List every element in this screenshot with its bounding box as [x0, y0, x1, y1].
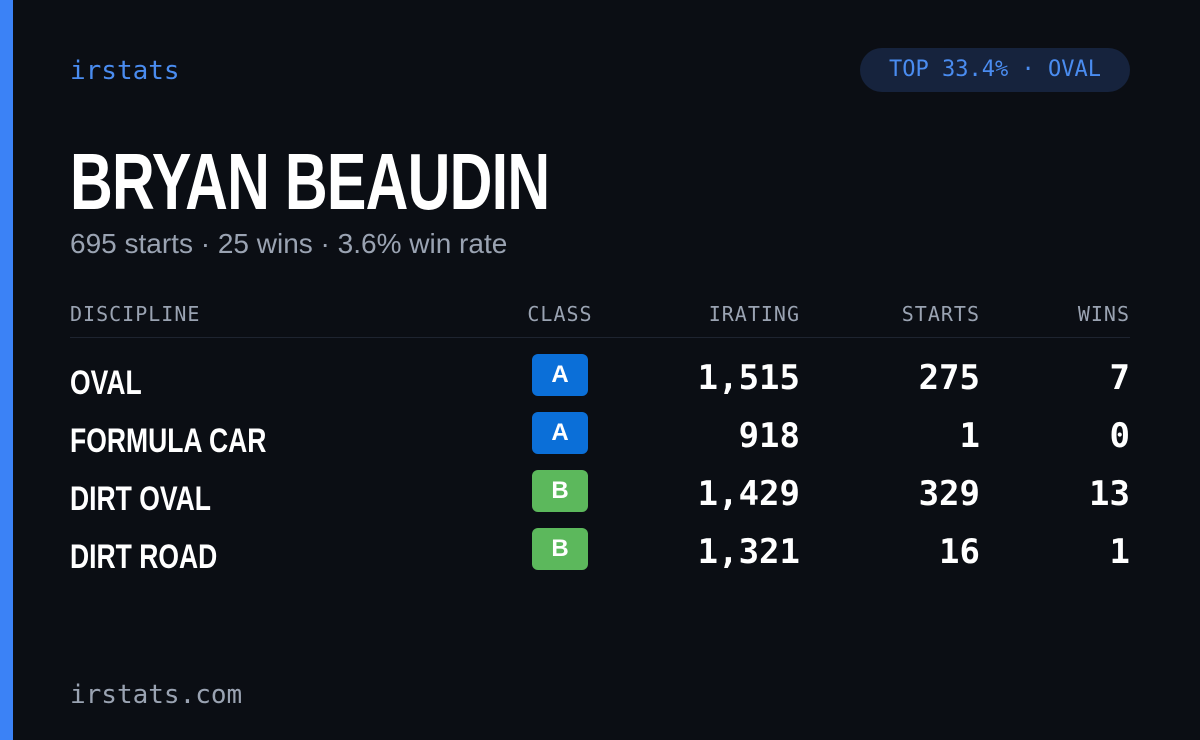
starts: 275	[918, 358, 980, 398]
footer-url: irstats.com	[70, 680, 243, 710]
driver-summary: 695 starts · 25 wins · 3.6% win rate	[70, 228, 508, 259]
starts: 329	[918, 474, 980, 514]
wins: 1	[1109, 532, 1130, 572]
column-header: DISCIPLINE	[70, 302, 201, 326]
discipline: OVAL	[70, 364, 142, 402]
class-badge: A	[532, 412, 588, 454]
column-header: STARTS	[901, 302, 980, 326]
wins: 13	[1089, 474, 1130, 514]
wins: 7	[1109, 358, 1130, 398]
starts: 16	[939, 532, 980, 572]
column-header: CLASS	[527, 302, 593, 326]
discipline: FORMULA CAR	[70, 422, 267, 460]
accent-strip	[0, 0, 13, 740]
wins: 0	[1109, 416, 1130, 456]
header-rule	[70, 337, 1130, 338]
column-header: WINS	[1077, 302, 1130, 326]
class-badge: B	[532, 528, 588, 570]
class-badge: B	[532, 470, 588, 512]
starts: 1	[959, 416, 980, 456]
column-header: IRATING	[708, 302, 800, 326]
discipline: DIRT OVAL	[70, 480, 211, 518]
irating: 918	[738, 416, 800, 456]
rank-badge: TOP 33.4% · OVAL	[860, 48, 1130, 92]
brand: irstats	[70, 56, 180, 86]
driver-name: BRYAN BEAUDIN	[70, 137, 550, 226]
irating: 1,429	[697, 474, 800, 514]
discipline: DIRT ROAD	[70, 538, 218, 576]
irating: 1,321	[697, 532, 800, 572]
irating: 1,515	[697, 358, 800, 398]
class-badge: A	[532, 354, 588, 396]
